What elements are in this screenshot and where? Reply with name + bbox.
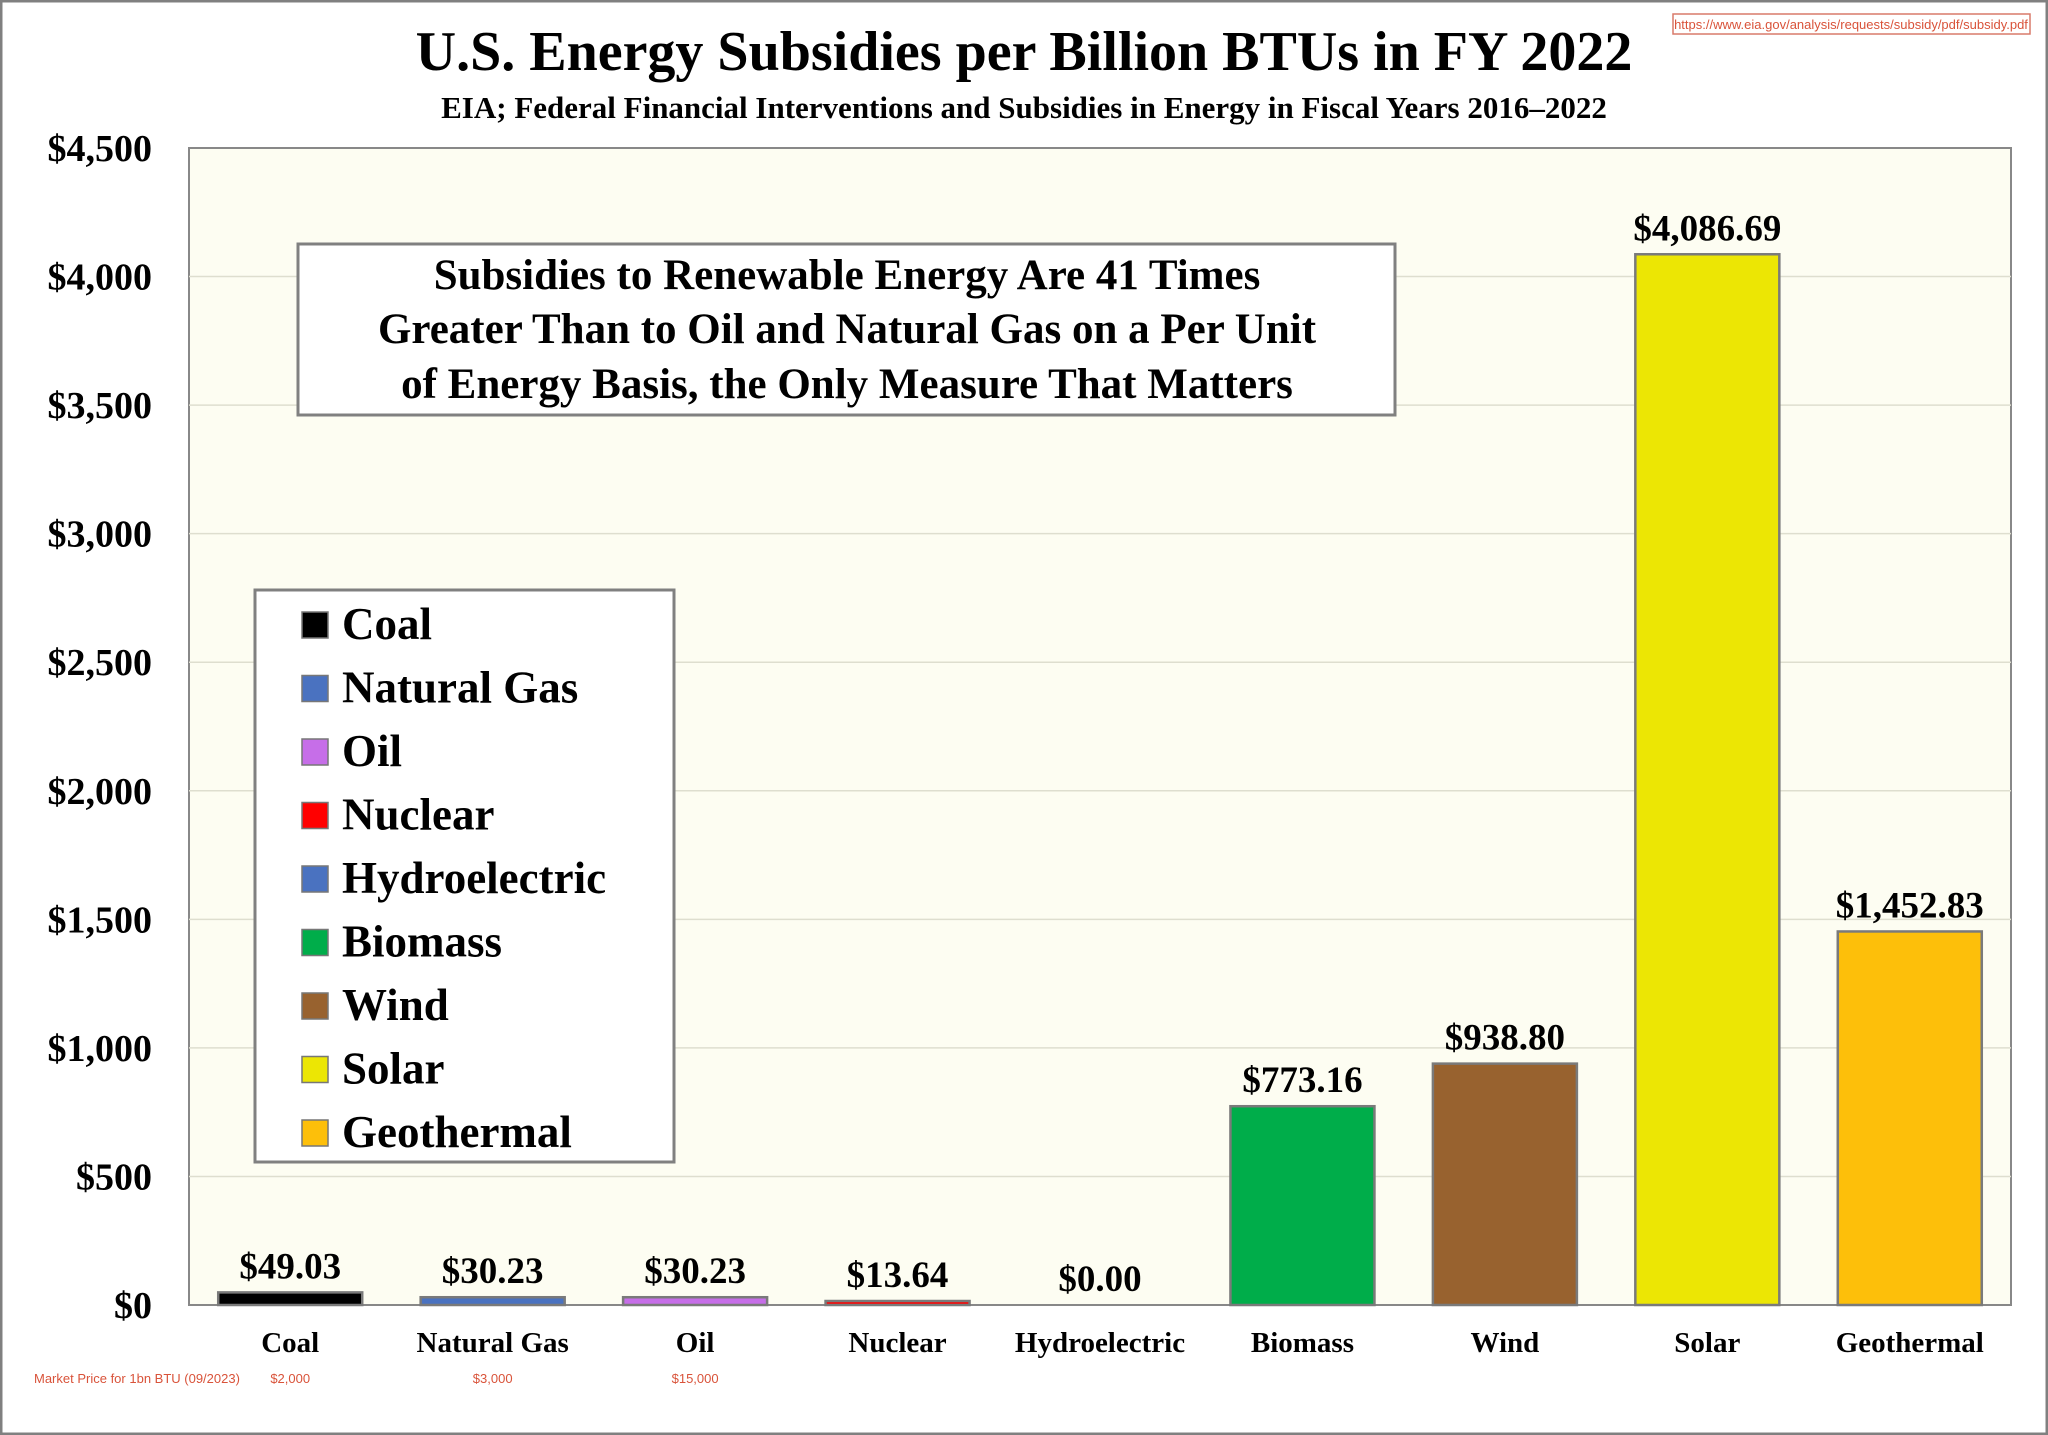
y-tick-label: $0 xyxy=(114,1285,152,1327)
y-tick-label: $1,500 xyxy=(48,899,153,941)
legend-item: Nuclear xyxy=(301,790,494,840)
y-tick-label: $4,500 xyxy=(48,128,153,170)
x-tick-label: Hydroelectric xyxy=(1015,1327,1185,1359)
data-label: $30.23 xyxy=(442,1251,544,1292)
source-url-box xyxy=(1672,13,2031,35)
bar-biomass xyxy=(1229,1104,1376,1307)
annotation-line: Subsidies to Renewable Energy Are 41 Tim… xyxy=(434,252,1261,299)
x-tick-label: Solar xyxy=(1674,1327,1740,1359)
legend-label: Nuclear xyxy=(342,790,494,840)
legend-swatch xyxy=(301,865,329,893)
legend-item: Coal xyxy=(301,599,432,649)
legend-label: Natural Gas xyxy=(342,663,578,713)
bar-natural-gas xyxy=(419,1295,566,1307)
data-label: $49.03 xyxy=(239,1246,341,1287)
legend-item: Natural Gas xyxy=(301,663,578,713)
bar-nuclear xyxy=(824,1299,971,1307)
y-tick-label: $2,000 xyxy=(48,771,153,813)
y-tick-label: $2,500 xyxy=(48,642,153,684)
bar-solar xyxy=(1634,253,1781,1307)
data-label: $938.80 xyxy=(1445,1018,1565,1059)
chart-subtitle: EIA; Federal Financial Interventions and… xyxy=(441,90,1607,125)
legend-label: Oil xyxy=(342,726,402,776)
legend-swatch xyxy=(301,674,329,703)
legend-swatch xyxy=(301,992,329,1020)
annotation-box: Subsidies to Renewable Energy Are 41 Tim… xyxy=(296,242,1397,417)
x-tick-label: Coal xyxy=(261,1327,319,1359)
legend-item: Biomass xyxy=(301,917,502,967)
source-url[interactable]: https://www.eia.gov/analysis/requests/su… xyxy=(1674,17,2028,32)
legend-swatch xyxy=(301,611,329,639)
legend-item: Solar xyxy=(301,1044,445,1094)
annotation-line: Greater Than to Oil and Natural Gas on a… xyxy=(378,306,1317,353)
legend-swatch xyxy=(301,801,329,830)
data-label: $4,086.69 xyxy=(1633,208,1781,249)
legend-item: Geothermal xyxy=(301,1107,572,1157)
legend-swatch xyxy=(301,1119,329,1147)
legend-item: Oil xyxy=(301,726,402,776)
data-label: $13.64 xyxy=(847,1255,949,1296)
bar-wind xyxy=(1431,1062,1579,1307)
legend-item: Hydroelectric xyxy=(301,853,606,903)
market-price-value: $2,000 xyxy=(270,1371,310,1386)
market-price-row: Market Price for 1bn BTU (09/2023) $2,00… xyxy=(34,1371,719,1386)
x-tick-label: Nuclear xyxy=(848,1327,946,1359)
market-price-value: $3,000 xyxy=(473,1371,513,1386)
bars: $49.03 $30.23 $30.23 $13.64 $0.00 $773.16 $938… xyxy=(216,208,1984,1307)
data-label: $0.00 xyxy=(1058,1259,1141,1300)
y-axis: $0 $500 $1,000 $1,500 $2,000 $2,500 $3,000 $3,5… xyxy=(48,128,153,1327)
data-label: $773.16 xyxy=(1242,1060,1362,1101)
x-axis: Coal Natural Gas Oil Nuclear Hydroelectric Bi… xyxy=(261,1327,1984,1359)
legend-swatch xyxy=(301,928,329,957)
chart-title: U.S. Energy Subsidies per Billion BTUs i… xyxy=(416,21,1633,83)
x-tick-label: Natural Gas xyxy=(417,1327,569,1359)
y-tick-label: $500 xyxy=(76,1156,152,1198)
legend-label: Coal xyxy=(342,599,432,649)
market-price-value: $15,000 xyxy=(672,1371,719,1386)
data-label: $1,452.83 xyxy=(1836,885,1984,926)
bar-oil xyxy=(621,1295,769,1307)
y-tick-label: $3,000 xyxy=(48,514,153,556)
annotation-line: of Energy Basis, the Only Measure That M… xyxy=(401,361,1293,408)
data-label: $30.23 xyxy=(644,1251,746,1292)
y-tick-label: $3,500 xyxy=(48,385,153,427)
x-tick-label: Oil xyxy=(676,1327,715,1359)
legend-item: Wind xyxy=(301,980,449,1030)
legend-label: Solar xyxy=(342,1044,445,1094)
legend-swatch xyxy=(301,738,329,766)
legend-label: Biomass xyxy=(342,917,502,967)
legend: Coal Natural Gas Oil Nuclear Hydroelectric Bi… xyxy=(253,588,676,1164)
x-tick-label: Geothermal xyxy=(1836,1327,1984,1359)
legend-swatch xyxy=(301,1055,329,1084)
legend-label: Hydroelectric xyxy=(342,853,606,903)
market-price-label: Market Price for 1bn BTU (09/2023) xyxy=(34,1371,240,1386)
y-tick-label: $1,000 xyxy=(48,1028,153,1070)
y-tick-label: $4,000 xyxy=(48,257,153,299)
x-tick-label: Wind xyxy=(1470,1327,1539,1359)
x-tick-label: Biomass xyxy=(1251,1327,1354,1359)
legend-label: Geothermal xyxy=(342,1107,572,1157)
bar-coal xyxy=(216,1291,364,1307)
legend-label: Wind xyxy=(342,980,449,1030)
bar-geothermal xyxy=(1836,930,1984,1307)
